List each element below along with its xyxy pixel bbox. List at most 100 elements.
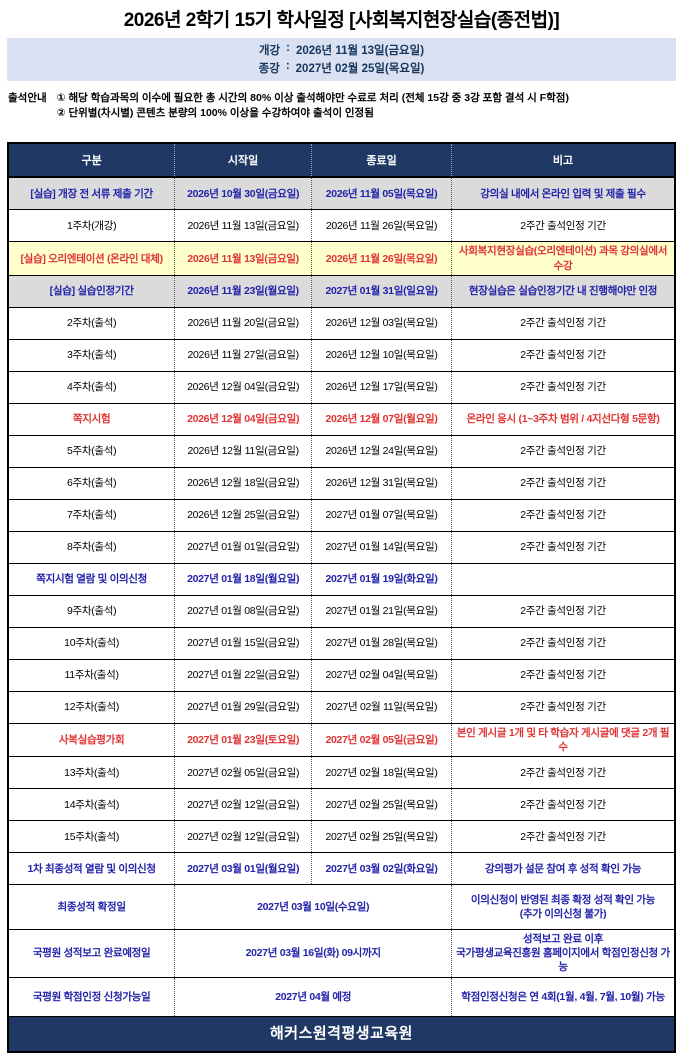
category-cell: 최종성적 확정일 xyxy=(8,884,175,930)
category-cell: 10주차(출석) xyxy=(8,626,175,660)
table-row: 12주차(출석) 2027년 01월 29일(금요일) 2027년 02월 11일(… xyxy=(8,690,675,724)
end-date-cell: 2027년 01월 07일(목요일) xyxy=(310,498,452,532)
category-cell: 11주차(출석) xyxy=(8,658,175,692)
table-row: [실습] 오리엔테이션 (온라인 대체) 2026년 11월 13일(금요일) 20… xyxy=(8,241,675,276)
start-date-cell: 2027년 03월 01일(월요일) xyxy=(174,852,312,885)
start-date-cell: 2026년 12월 04일(금요일) xyxy=(174,370,312,404)
start-date-cell: 2026년 12월 11일(금요일) xyxy=(174,434,312,468)
category-cell: 9주차(출석) xyxy=(8,594,175,628)
date-cell: 2027년 03월 16일(화) 09시까지 xyxy=(174,929,452,978)
category-cell: [실습] 개장 전 서류 제출 기간 xyxy=(8,176,175,210)
note-cell: 성적보고 완료 이후 국가평생교육진흥원 홈페이지에서 학점인정신청 가능 xyxy=(451,929,675,978)
start-date-cell: 2027년 01월 08일(금요일) xyxy=(174,594,312,628)
end-date-cell: 2027년 02월 25일(목요일) xyxy=(310,820,452,853)
note-cell: 현장실습은 실습인정기간 내 진행해야만 인정 xyxy=(451,274,675,308)
category-cell: 쪽지시험 열람 및 이의신청 xyxy=(8,562,175,596)
end-date-cell: 2026년 12월 07일(월요일) xyxy=(310,402,452,436)
note-cell xyxy=(451,562,675,596)
end-date-cell: 2027년 01월 19일(화요일) xyxy=(310,562,452,596)
start-date-cell: 2027년 01월 18일(월요일) xyxy=(174,562,312,596)
note-cell: 2주간 출석인정 기간 xyxy=(451,756,675,789)
note-cell: 2주간 출석인정 기간 xyxy=(451,690,675,724)
term-end-label: 종강 xyxy=(258,63,280,75)
start-date-cell: 2026년 11월 23일(월요일) xyxy=(174,274,312,308)
term-start-label: 개강 xyxy=(258,45,281,57)
note-cell: 사회복지현장실습(오리엔테이션) 과목 강의실에서 수강 xyxy=(451,241,675,276)
start-date-cell: 2026년 11월 13일(금요일) xyxy=(174,241,312,276)
note-cell: 온라인 응시 (1~3주차 범위 / 4지선다형 5문항) xyxy=(451,402,675,436)
end-date-cell: 2027년 03월 02일(화요일) xyxy=(310,852,452,885)
start-date-cell: 2027년 02월 12일(금요일) xyxy=(174,788,312,821)
attendance-notice-line-2: ② 단위별(차시별) 콘텐츠 분량의 100% 이상을 수강하여야 출석이 인정… xyxy=(56,107,374,120)
end-date-cell: 2027년 01월 31일(일요일) xyxy=(310,274,452,308)
term-end-separator: : xyxy=(285,60,290,72)
category-cell: 4주차(출석) xyxy=(8,370,175,404)
category-cell: 국평원 성적보고 완료예정일 xyxy=(8,929,175,978)
end-date-cell: 2027년 02월 25일(목요일) xyxy=(310,788,452,821)
table-row: 6주차(출석) 2026년 12월 18일(금요일) 2026년 12월 31일(목… xyxy=(8,466,675,500)
end-date-cell: 2026년 12월 24일(목요일) xyxy=(310,434,452,468)
start-date-cell: 2026년 12월 04일(금요일) xyxy=(174,402,312,436)
table-row: 2주차(출석) 2026년 11월 20일(금요일) 2026년 12월 03일(목… xyxy=(8,306,675,340)
term-end-line: 종강:2027년 02월 25일(목요일) xyxy=(259,60,425,76)
date-cell: 2027년 04월 예정 xyxy=(174,976,452,1017)
table-row: 4주차(출석) 2026년 12월 04일(금요일) 2026년 12월 17일(목… xyxy=(8,370,675,404)
table-row: 쪽지시험 2026년 12월 04일(금요일) 2026년 12월 07일(월요일)… xyxy=(8,402,675,436)
header-note: 비고 xyxy=(451,143,675,179)
schedule-table-body: [실습] 개장 전 서류 제출 기간 2026년 10월 30일(금요일) 2026… xyxy=(8,176,675,1017)
category-cell: 6주차(출석) xyxy=(8,466,175,500)
end-date-cell: 2027년 01월 21일(목요일) xyxy=(310,594,452,628)
note-cell: 2주간 출석인정 기간 xyxy=(451,209,675,242)
table-row: 1주차(개강) 2026년 11월 13일(금요일) 2026년 11월 26일(목… xyxy=(8,209,675,242)
category-cell: 15주차(출석) xyxy=(8,820,175,853)
note-cell: 강의실 내에서 온라인 입력 및 제출 필수 xyxy=(451,176,675,210)
note-cell: 본인 게시글 1개 및 타 학습자 게시글에 댓글 2개 필수 xyxy=(451,722,675,757)
term-end-value: 2027년 02월 25일(목요일) xyxy=(295,63,425,75)
note-cell: 강의평가 설문 참여 후 성적 확인 가능 xyxy=(451,852,675,885)
table-row: 7주차(출석) 2026년 12월 25일(금요일) 2027년 01월 07일(목… xyxy=(8,498,675,532)
table-row: 5주차(출석) 2026년 12월 11일(금요일) 2026년 12월 24일(목… xyxy=(8,434,675,468)
term-start-line: 개강:2026년 11월 13일(금요일) xyxy=(259,42,424,58)
table-row: 11주차(출석) 2027년 01월 22일(금요일) 2027년 02월 04일(… xyxy=(8,658,675,692)
table-row: 9주차(출석) 2027년 01월 08일(금요일) 2027년 01월 21일(목… xyxy=(8,594,675,628)
table-row: 13주차(출석) 2027년 02월 05일(금요일) 2027년 02월 18일(… xyxy=(8,756,675,789)
table-row: 3주차(출석) 2026년 11월 27일(금요일) 2026년 12월 10일(목… xyxy=(8,338,675,372)
table-row: 국평원 학점인정 신청가능일 2027년 04월 예정 학점인정신청은 연 4회(1… xyxy=(8,976,675,1017)
term-start-separator: : xyxy=(286,42,290,54)
table-row: 10주차(출석) 2027년 01월 15일(금요일) 2027년 01월 28일(… xyxy=(8,626,675,660)
page-title: 2026년 2학기 15기 학사일정 [사회복지현장실습(종전법)] xyxy=(123,10,560,31)
table-row: 14주차(출석) 2027년 02월 12일(금요일) 2027년 02월 25일(… xyxy=(8,788,675,821)
end-date-cell: 2026년 11월 26일(목요일) xyxy=(310,241,452,276)
note-cell: 2주간 출석인정 기간 xyxy=(451,530,675,564)
category-cell: 사복실습평가회 xyxy=(8,722,175,757)
term-start-value: 2026년 11월 13일(금요일) xyxy=(295,45,425,57)
end-date-cell: 2026년 12월 03일(목요일) xyxy=(310,306,452,340)
date-cell: 2027년 03월 10일(수요일) xyxy=(174,884,452,930)
end-date-cell: 2027년 01월 14일(목요일) xyxy=(310,530,452,564)
category-cell: 7주차(출석) xyxy=(8,498,175,532)
end-date-cell: 2027년 01월 28일(목요일) xyxy=(310,626,452,660)
start-date-cell: 2026년 12월 18일(금요일) xyxy=(174,466,312,500)
note-cell: 2주간 출석인정 기간 xyxy=(451,338,675,372)
table-row: 쪽지시험 열람 및 이의신청 2027년 01월 18일(월요일) 2027년 01… xyxy=(8,562,675,596)
header-start-date: 시작일 xyxy=(174,143,312,179)
category-cell: 2주차(출석) xyxy=(8,306,175,340)
start-date-cell: 2026년 12월 25일(금요일) xyxy=(174,498,312,532)
start-date-cell: 2027년 01월 01일(금요일) xyxy=(174,530,312,564)
start-date-cell: 2027년 01월 15일(금요일) xyxy=(174,626,312,660)
table-row: [실습] 실습인정기간 2026년 11월 23일(월요일) 2027년 01월 3… xyxy=(8,274,675,308)
table-row: 8주차(출석) 2027년 01월 01일(금요일) 2027년 01월 14일(목… xyxy=(8,530,675,564)
start-date-cell: 2026년 10월 30일(금요일) xyxy=(174,176,312,210)
end-date-cell: 2026년 11월 05일(목요일) xyxy=(310,176,452,210)
start-date-cell: 2026년 11월 13일(금요일) xyxy=(174,209,312,242)
end-date-cell: 2026년 12월 31일(목요일) xyxy=(310,466,452,500)
institution-name: 해커스원격평생교육원 xyxy=(8,1015,675,1052)
end-date-cell: 2026년 12월 17일(목요일) xyxy=(310,370,452,404)
category-cell: 3주차(출석) xyxy=(8,338,175,372)
table-row: 국평원 성적보고 완료예정일 2027년 03월 16일(화) 09시까지 성적보고… xyxy=(8,929,675,978)
note-cell: 2주간 출석인정 기간 xyxy=(451,466,675,500)
start-date-cell: 2027년 02월 05일(금요일) xyxy=(174,756,312,789)
start-date-cell: 2027년 01월 22일(금요일) xyxy=(174,658,312,692)
start-date-cell: 2026년 11월 20일(금요일) xyxy=(174,306,312,340)
attendance-notice-line-1: ① 해당 학습과목의 이수에 필요한 총 시간의 80% 이상 출석해야만 수료… xyxy=(56,92,569,104)
